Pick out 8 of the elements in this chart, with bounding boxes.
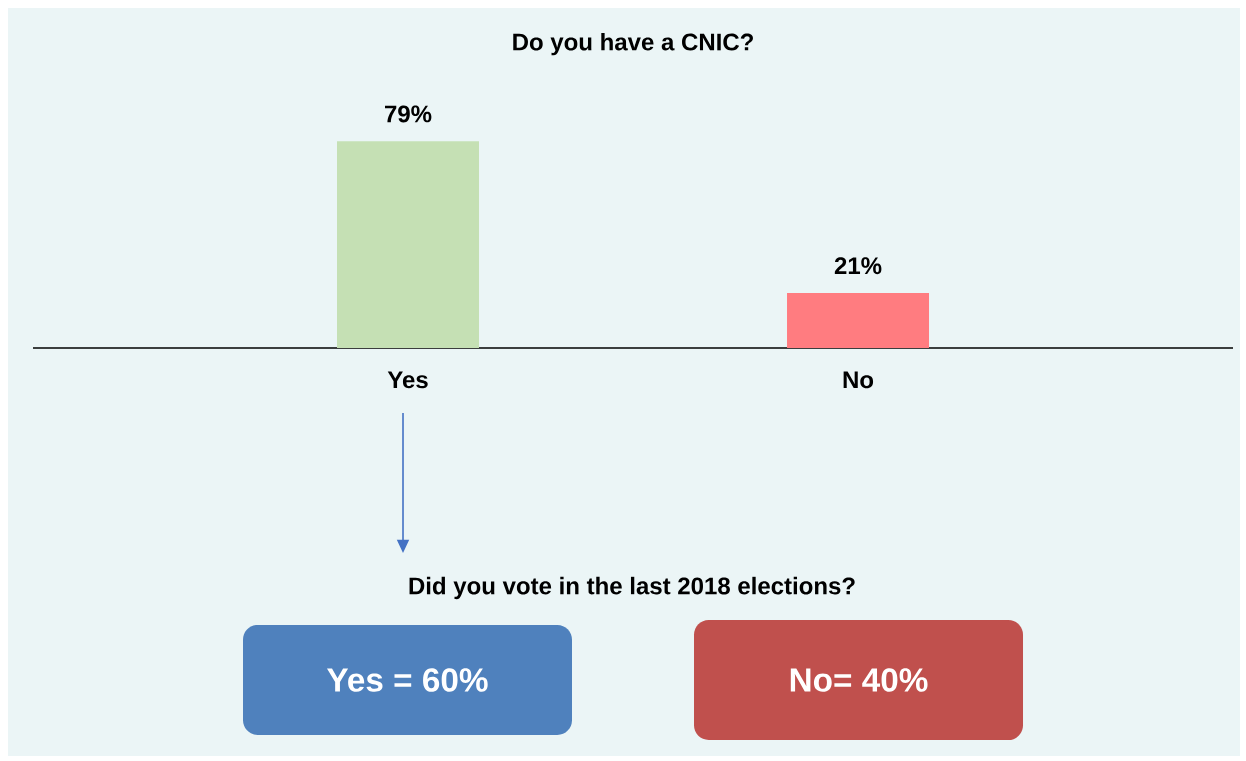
data-label: 21% xyxy=(834,257,882,275)
x-tick-label: No xyxy=(843,371,874,389)
text: Did you vote in the last 2018 elections? xyxy=(409,576,855,600)
text: Yes = 60% xyxy=(326,668,488,692)
chart-title: Do you have a CNIC? xyxy=(513,32,753,56)
x-tick-label: Yes xyxy=(387,371,428,389)
text: No= 40% xyxy=(790,668,928,692)
data-label: 79% xyxy=(385,105,432,123)
